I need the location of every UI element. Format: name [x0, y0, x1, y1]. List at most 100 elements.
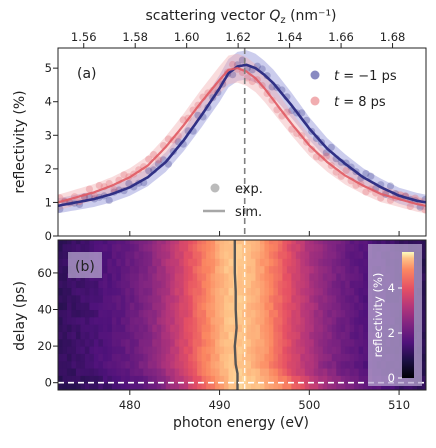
heatmap-cell: [134, 272, 140, 281]
heatmap-cell: [331, 375, 337, 384]
heatmap-cell: [210, 240, 216, 245]
heatmap-cell: [237, 353, 243, 362]
heatmap-cell: [161, 382, 167, 390]
heatmap-cell: [71, 368, 77, 376]
heatmap-cell: [331, 250, 337, 259]
heatmap-cell: [385, 240, 391, 245]
heatmap-cell: [313, 338, 319, 347]
heatmap-cell: [349, 360, 355, 369]
heatmap-cell: [421, 280, 426, 289]
heatmap-cell: [174, 375, 180, 384]
heatmap-cell: [156, 294, 162, 303]
heatmap-cell: [170, 324, 176, 332]
heatmap-cell: [143, 309, 149, 318]
heatmap-cell: [197, 360, 203, 369]
heatmap-cell: [58, 346, 63, 354]
heatmap-cell: [156, 302, 162, 311]
heatmap-cell: [408, 240, 414, 245]
heatmap-cell: [143, 360, 149, 369]
heatmap-cell: [300, 368, 306, 376]
heatmap-cell: [363, 280, 369, 289]
heatmap-cell: [233, 368, 239, 376]
heatmap-cell: [62, 272, 68, 281]
heatmap-cell: [336, 324, 342, 332]
heatmap-cell: [354, 258, 360, 267]
heatmap-cell: [174, 331, 180, 340]
heatmap-cell: [228, 338, 234, 347]
y-tick-label-a: 3: [45, 128, 52, 142]
heatmap-cell: [228, 287, 234, 296]
heatmap-cell: [138, 346, 144, 354]
heatmap-cell: [165, 265, 171, 274]
heatmap-cell: [327, 368, 333, 376]
heatmap-cell: [273, 280, 279, 289]
heatmap-cell: [345, 316, 351, 325]
heatmap-cell: [210, 280, 216, 289]
heatmap-cell: [224, 240, 230, 245]
heatmap-cell: [250, 265, 256, 274]
heatmap-cell: [174, 316, 180, 325]
heatmap-cell: [84, 294, 90, 303]
heatmap-cell: [120, 324, 126, 332]
heatmap-cell: [116, 258, 122, 267]
heatmap-cell: [116, 243, 122, 252]
heatmap-cell: [385, 382, 391, 390]
heatmap-cell: [58, 309, 63, 318]
heatmap-cell: [129, 243, 135, 252]
heatmap-cell: [174, 324, 180, 332]
heatmap-cell: [138, 382, 144, 390]
heatmap-cell: [219, 309, 225, 318]
exp-point: [362, 170, 370, 178]
heatmap-cell: [75, 302, 81, 311]
heatmap-cell: [71, 240, 77, 245]
axes-frame-b: [57, 239, 427, 391]
heatmap-cell: [215, 324, 221, 332]
heatmap-cell: [358, 294, 364, 303]
heatmap-cell: [89, 338, 95, 347]
heatmap-cell: [197, 324, 203, 332]
heatmap-cell: [66, 287, 72, 296]
heatmap-cell: [255, 280, 261, 289]
heatmap-cell: [304, 375, 310, 384]
heatmap-cell: [107, 240, 113, 245]
colorbar-label: reflectivity (%): [371, 273, 385, 358]
heatmap-cell: [125, 265, 131, 274]
heatmap-cell: [156, 346, 162, 354]
heatmap-cell: [165, 258, 171, 267]
heatmap-cell: [372, 382, 378, 390]
heatmap-cell: [206, 346, 212, 354]
heatmap-cell: [291, 346, 297, 354]
heatmap-cell: [116, 316, 122, 325]
heatmap-cell: [318, 294, 324, 303]
heatmap-cell: [300, 258, 306, 267]
heatmap-cell: [120, 316, 126, 325]
heatmap-cell: [300, 294, 306, 303]
heatmap-cell: [277, 294, 283, 303]
heatmap-cell: [224, 360, 230, 369]
heatmap-cell: [93, 316, 99, 325]
exp-point: [229, 60, 237, 69]
heatmap-cell: [421, 265, 426, 274]
heatmap-cell: [89, 360, 95, 369]
heatmap-cell: [161, 280, 167, 289]
heatmap-cell: [62, 360, 68, 369]
heatmap-cell: [363, 309, 369, 318]
top-tick-label: 1.64: [277, 30, 303, 44]
heatmap-cell: [273, 368, 279, 376]
heatmap-cell: [62, 258, 68, 267]
heatmap-cell: [66, 280, 72, 289]
heatmap-cell: [102, 338, 108, 347]
heatmap-cell: [309, 280, 315, 289]
heatmap-cell: [345, 265, 351, 274]
heatmap-cell: [268, 302, 274, 311]
heatmap-cell: [174, 243, 180, 252]
heatmap-cell: [75, 309, 81, 318]
heatmap-cell: [152, 375, 158, 384]
heatmap-cell: [98, 302, 104, 311]
heatmap-cell: [268, 309, 274, 318]
heatmap-cell: [408, 382, 414, 390]
heatmap-cell: [134, 302, 140, 311]
heatmap-cell: [143, 382, 149, 390]
heatmap-cell: [197, 309, 203, 318]
heatmap-cell: [309, 240, 315, 245]
